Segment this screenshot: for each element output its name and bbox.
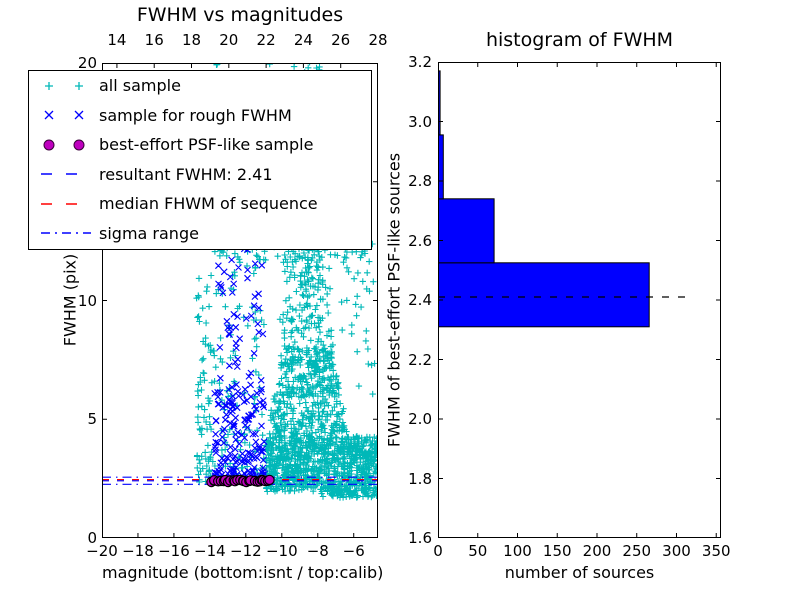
x-tick-label: −8	[306, 542, 329, 560]
top-tick-label: 16	[144, 31, 164, 49]
legend-label: best-effort PSF-like sample	[99, 135, 314, 155]
x-tick-label: −6	[342, 542, 365, 560]
legend-label: median FHWM of sequence	[99, 194, 318, 214]
left-plot-frame	[102, 63, 378, 538]
top-tick-label: 14	[107, 31, 127, 49]
x-tick-label: 150	[542, 542, 572, 560]
right-plot-area	[438, 62, 721, 538]
x-tick-label: −12	[230, 542, 262, 560]
y-tick-label: 2.4	[408, 291, 432, 309]
legend-row: sample for rough FWHM	[29, 101, 371, 131]
top-tick-label: 26	[331, 31, 351, 49]
y-tick-label: 5	[87, 410, 97, 429]
x-tick-label: −16	[158, 542, 190, 560]
y-tick-label: 1.8	[408, 469, 432, 488]
psf-sample-point	[264, 474, 275, 486]
legend-label: sample for rough FWHM	[99, 105, 292, 125]
x-tick-label: 350	[701, 542, 731, 560]
top-tick-label: 20	[219, 31, 239, 49]
legend-label: all sample	[99, 76, 181, 96]
legend-label: sigma range	[99, 223, 199, 243]
hist-bar	[438, 262, 650, 328]
legend-row: median FHWM of sequence	[29, 189, 371, 219]
x-tick-label: 250	[622, 542, 652, 560]
legend-row: resultant FWHM: 2.41	[29, 160, 371, 190]
x-tick-label: −18	[122, 542, 154, 560]
dashed-legend-marker-icon	[41, 173, 91, 175]
dashdot-legend-marker-icon	[41, 232, 91, 234]
legend-row: best-effort PSF-like sample	[29, 130, 371, 160]
x-tick-label: 300	[662, 542, 691, 560]
dashed-legend-marker-icon	[41, 203, 91, 205]
circle-legend-marker-icon	[43, 139, 85, 151]
hist-bar	[438, 198, 495, 264]
left-plot-xlabel: magnitude (bottom:isnt / top:calib)	[102, 563, 384, 582]
legend: all sample sample for rough FWHM best-effo…	[28, 70, 372, 250]
x-tick-label: 100	[503, 542, 532, 560]
top-tick-label: 24	[293, 31, 313, 49]
y-tick-label: 2.0	[408, 410, 432, 428]
cross-legend-marker-icon	[44, 110, 84, 120]
y-tick-label: 2.2	[408, 350, 432, 369]
x-tick-label: 0	[433, 542, 443, 560]
top-tick-label: 28	[368, 31, 388, 49]
legend-row: sigma range	[29, 219, 371, 249]
left-plot-area	[102, 63, 378, 538]
y-tick-label: 1.6	[408, 529, 432, 547]
x-tick-label: 200	[582, 542, 612, 560]
x-tick-label: −20	[86, 542, 118, 560]
y-tick-label: 0	[87, 529, 97, 547]
hist-bar	[438, 134, 444, 200]
x-tick-label: −14	[194, 542, 226, 560]
right-plot-ylabel: FWHM of best-effort PSF-like sources	[384, 152, 404, 448]
left-plot-ylabel: FWHM (pix)	[60, 253, 80, 347]
top-tick-label: 18	[181, 31, 202, 49]
y-tick-label: 3.0	[408, 112, 432, 131]
right-plot-frame	[438, 62, 721, 538]
legend-label: resultant FWHM: 2.41	[99, 164, 273, 184]
y-tick-label: 2.8	[408, 172, 432, 190]
right-plot-title: histogram of FWHM	[485, 29, 674, 51]
legend-row: all sample	[29, 71, 371, 101]
x-tick-label: −10	[265, 542, 298, 560]
plus-legend-marker-icon	[45, 81, 83, 90]
x-tick-label: 50	[468, 542, 488, 560]
top-tick-label: 22	[256, 31, 276, 49]
y-tick-label: 10	[77, 291, 97, 310]
y-tick-label: 20	[77, 54, 97, 72]
y-tick-label: 3.2	[408, 53, 432, 71]
right-plot-xlabel: number of sources	[504, 563, 655, 582]
left-plot-title: FWHM vs magnitudes	[136, 4, 344, 26]
y-tick-label: 2.6	[408, 231, 432, 250]
